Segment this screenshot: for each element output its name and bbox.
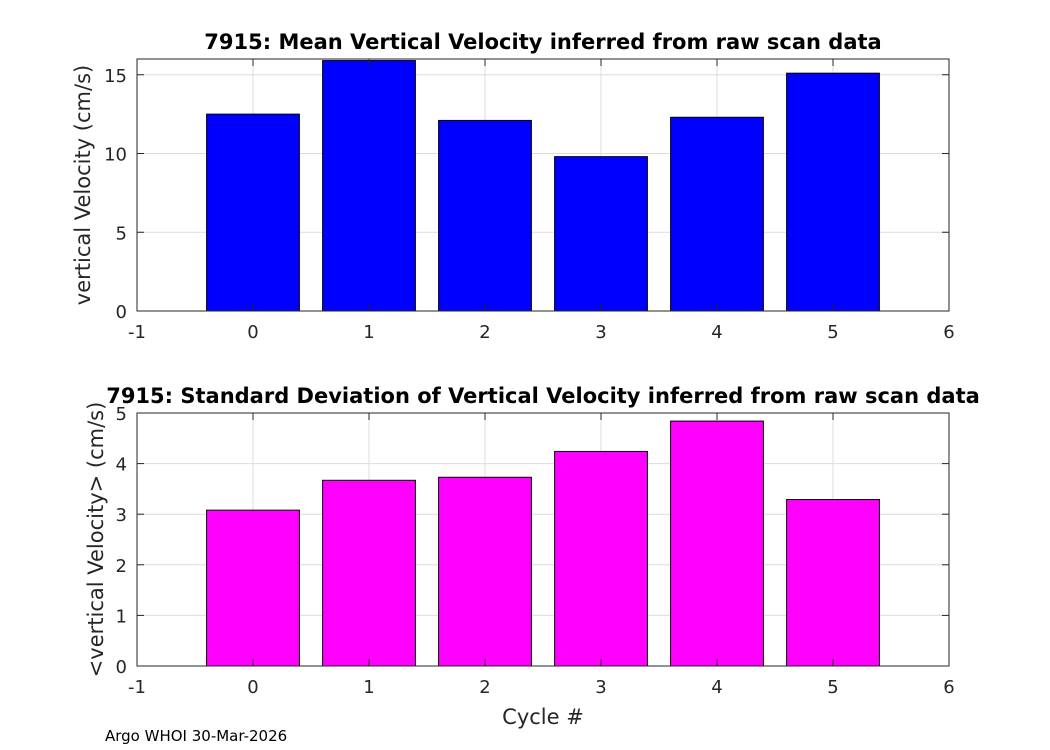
y-tick-label: 5 [116,404,127,425]
bar [786,72,880,312]
bar [206,113,300,312]
chart-title: 7915: Mean Vertical Velocity inferred fr… [204,30,881,54]
bar [322,60,416,312]
x-tick-label: 4 [711,677,722,698]
y-tick-label: 0 [116,302,127,323]
y-tick-label: 5 [116,223,127,244]
x-tick-label: 5 [827,677,838,698]
bar [670,116,764,312]
y-tick-label: 2 [116,556,127,577]
y-tick-label: 3 [116,505,127,526]
bar [206,509,300,667]
bar [670,420,764,667]
y-tick-label: 10 [104,145,127,166]
y-axis-label: vertical Velocity (cm/s) [71,65,95,305]
axes-box [136,58,950,312]
chart-title: 7915: Standard Deviation of Vertical Vel… [106,384,980,408]
x-tick-label: 2 [479,322,490,343]
bar [786,499,880,667]
x-tick-label: -1 [128,677,146,698]
bar [554,156,648,312]
y-tick-label: 1 [116,606,127,627]
bars [206,420,880,667]
x-tick-label: 5 [827,322,838,343]
y-axis-label: <vertical Velocity> (cm/s) [84,402,108,678]
x-tick-label: 4 [711,322,722,343]
y-tick-label: 0 [116,657,127,678]
x-tick-label: 1 [363,322,374,343]
x-tick-label: 2 [479,677,490,698]
x-tick-label: -1 [128,322,146,343]
x-axis-label: Cycle # [502,705,584,729]
x-tick-label: 3 [595,677,606,698]
x-tick-label: 3 [595,322,606,343]
bar [322,479,416,667]
x-tick-label: 6 [943,322,954,343]
bar [438,476,532,667]
bars [206,60,880,312]
x-tick-label: 6 [943,677,954,698]
footer-text: Argo WHOI 30-Mar-2026 [105,727,287,745]
x-tick-label: 0 [247,677,258,698]
y-tick-label: 4 [116,455,127,476]
axes-box [136,412,950,667]
bar [438,119,532,312]
bar [554,450,648,667]
x-tick-label: 0 [247,322,258,343]
y-tick-label: 15 [104,66,127,87]
x-tick-label: 1 [363,677,374,698]
